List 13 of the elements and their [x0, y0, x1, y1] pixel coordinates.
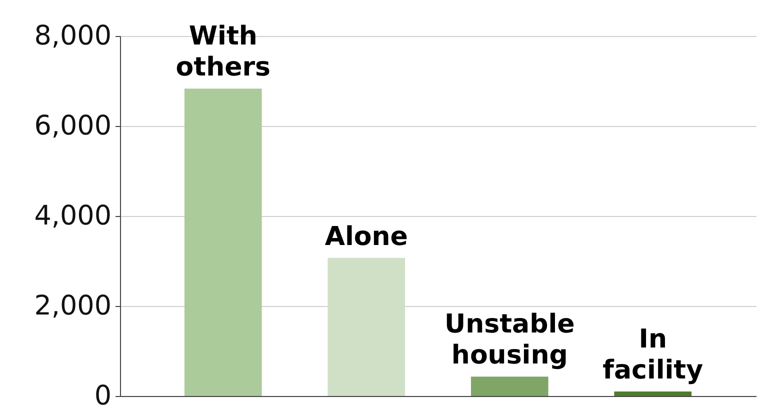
y-tick-label: 8,000 — [34, 20, 112, 52]
y-tick-label: 0 — [94, 380, 112, 411]
category-label: With others — [176, 22, 270, 83]
bar — [470, 376, 548, 396]
x-tick-label: Alone — [324, 222, 408, 252]
y-tick-label: 6,000 — [34, 110, 112, 142]
bar — [328, 258, 406, 396]
y-tick-label: 4,000 — [34, 200, 112, 232]
bar — [614, 392, 692, 396]
category-label: Unstable housing — [444, 310, 575, 371]
category-label: In facility — [602, 324, 704, 386]
y-tick-label: 2,000 — [34, 290, 112, 322]
bar — [184, 88, 262, 396]
